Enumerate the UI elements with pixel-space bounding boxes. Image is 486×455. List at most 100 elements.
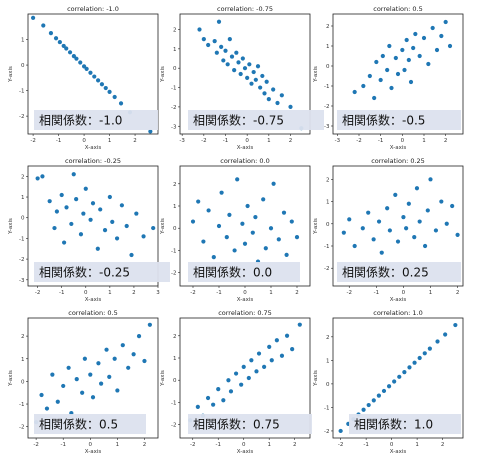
- data-point: [443, 332, 448, 337]
- data-point: [88, 217, 93, 222]
- data-point: [406, 57, 411, 63]
- x-tick-label: -1: [56, 138, 61, 144]
- y-tick-label: -3: [19, 278, 25, 284]
- y-tick-label: 1: [326, 358, 330, 364]
- scatter-panel-3: correlation: 0.5 -3 -2 -1 0 1 2 -3 -2 -1 0 1 2 X-axis…: [313, 5, 464, 151]
- y-tick-label: -2: [19, 114, 24, 120]
- data-point: [103, 85, 108, 91]
- x-tick-label: -2: [338, 442, 343, 448]
- data-point: [151, 225, 156, 231]
- y-tick-label: -2: [19, 257, 24, 263]
- x-tick-label: -2: [356, 138, 361, 144]
- data-point: [267, 344, 272, 349]
- data-point: [412, 360, 417, 365]
- y-tick-label: -1: [19, 89, 24, 95]
- x-axis-label: X-axis: [237, 449, 254, 455]
- x-tick-label: -2: [33, 442, 38, 448]
- x-axis-label: X-axis: [390, 145, 407, 151]
- plot-frame: [27, 317, 159, 439]
- chart-title: correlation: 0.5: [68, 309, 117, 317]
- data-point: [411, 45, 416, 51]
- data-point: [242, 66, 248, 71]
- y-axis-label: Y-axis: [160, 218, 166, 235]
- x-tick-label: -1: [374, 290, 379, 296]
- data-point: [129, 252, 134, 258]
- data-point: [266, 97, 271, 102]
- data-point: [254, 369, 259, 374]
- correlation-overlay-bg: [349, 414, 461, 434]
- data-point: [216, 19, 222, 24]
- y-tick-label: 1: [21, 357, 25, 363]
- data-point: [385, 67, 390, 73]
- y-tick-label: 2: [326, 24, 330, 30]
- data-point: [401, 215, 406, 220]
- scatter-panel-9: correlation: 1.0 -2 -1 0 1 2 -2 -1 0 1 2 X-axis Y-ax…: [313, 309, 464, 455]
- x-tick-label: 2: [456, 290, 460, 296]
- y-tick-label: 0: [173, 226, 177, 232]
- data-point: [95, 246, 100, 251]
- y-tick-label: -2: [171, 105, 176, 111]
- correlation-overlay-label: 相関係数：0.5: [39, 417, 118, 432]
- y-tick-label: -3: [324, 124, 330, 130]
- data-point: [88, 372, 93, 377]
- data-point: [205, 395, 211, 401]
- data-point: [71, 54, 76, 59]
- x-tick-label: 1: [267, 442, 271, 448]
- x-tick-label: -1: [215, 442, 220, 448]
- data-point: [107, 374, 112, 379]
- data-point: [234, 50, 239, 55]
- data-point: [397, 374, 402, 379]
- x-tick-label: 1: [429, 290, 433, 296]
- plot-frame: [332, 165, 464, 287]
- x-tick-label: -2: [190, 442, 195, 448]
- data-point: [227, 37, 232, 42]
- data-point: [211, 255, 216, 260]
- y-tick-label: 1: [173, 47, 177, 53]
- x-axis-label: X-axis: [85, 145, 102, 151]
- x-tick-label: 1: [269, 290, 273, 296]
- x-tick-label: 1: [108, 138, 112, 144]
- data-point: [190, 219, 196, 224]
- y-tick-label: -2: [324, 266, 329, 272]
- data-point: [83, 186, 88, 191]
- x-tick-label: -1: [363, 442, 368, 448]
- data-point: [245, 75, 250, 80]
- data-point: [236, 60, 241, 65]
- x-tick-label: 1: [415, 442, 419, 448]
- data-point: [279, 93, 284, 98]
- x-tick-label: 0: [401, 138, 405, 144]
- data-point: [219, 190, 224, 195]
- data-point: [136, 334, 142, 339]
- x-tick-label: 2: [289, 138, 293, 144]
- y-tick-label: 0: [21, 63, 25, 69]
- y-tick-label: 0: [326, 64, 330, 70]
- correlation-overlay-bg: [34, 262, 170, 282]
- x-tick-label: -3: [179, 138, 185, 144]
- y-tick-label: 2: [173, 27, 177, 33]
- data-point: [275, 100, 280, 106]
- data-point: [435, 339, 440, 344]
- data-point: [439, 33, 444, 39]
- data-point: [227, 212, 232, 217]
- data-point: [142, 358, 147, 364]
- y-tick-label: 1: [21, 38, 25, 44]
- data-point: [421, 35, 427, 41]
- y-tick-label: 2: [21, 174, 25, 180]
- data-point: [104, 347, 109, 352]
- correlation-overlay-label: 相関係数：-1.0: [39, 113, 122, 128]
- data-point: [197, 27, 202, 32]
- data-point: [294, 235, 300, 240]
- correlation-overlay-label: 相関係数：-0.25: [39, 265, 130, 280]
- data-point: [428, 177, 433, 182]
- correlation-overlay-bg: [337, 262, 461, 282]
- data-point: [406, 201, 411, 206]
- data-point: [134, 211, 139, 216]
- data-point: [81, 64, 87, 69]
- data-point: [276, 237, 281, 242]
- correlation-overlay-bg: [337, 110, 461, 130]
- data-point: [233, 371, 239, 376]
- y-tick-label: 2: [173, 182, 177, 188]
- y-tick-label: 1: [173, 356, 177, 362]
- data-point: [455, 232, 460, 237]
- y-axis-label: Y-axis: [8, 218, 14, 235]
